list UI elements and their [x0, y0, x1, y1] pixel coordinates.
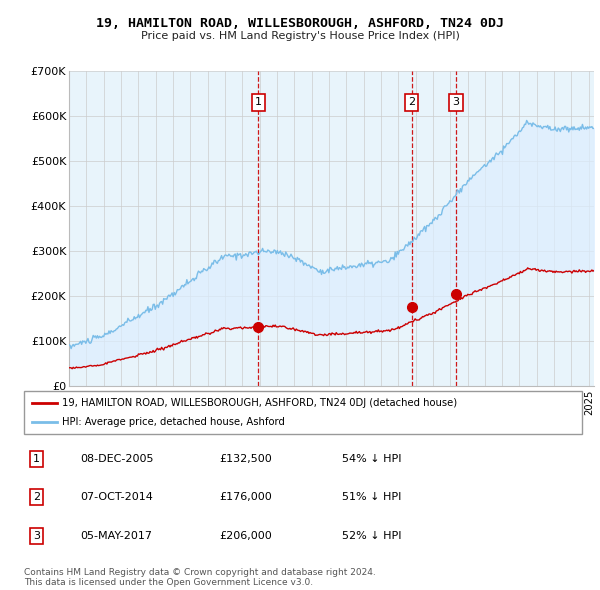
Text: 07-OCT-2014: 07-OCT-2014 — [80, 492, 152, 502]
Text: 1: 1 — [33, 454, 40, 464]
Text: 2: 2 — [33, 492, 40, 502]
Text: Price paid vs. HM Land Registry's House Price Index (HPI): Price paid vs. HM Land Registry's House … — [140, 31, 460, 41]
Text: 2: 2 — [408, 97, 415, 107]
Text: 19, HAMILTON ROAD, WILLESBOROUGH, ASHFORD, TN24 0DJ: 19, HAMILTON ROAD, WILLESBOROUGH, ASHFOR… — [96, 17, 504, 30]
Text: £206,000: £206,000 — [220, 531, 272, 541]
Text: £176,000: £176,000 — [220, 492, 272, 502]
Text: 3: 3 — [452, 97, 460, 107]
Text: 3: 3 — [33, 531, 40, 541]
Text: 52% ↓ HPI: 52% ↓ HPI — [342, 531, 401, 541]
Text: 54% ↓ HPI: 54% ↓ HPI — [342, 454, 401, 464]
Text: Contains HM Land Registry data © Crown copyright and database right 2024.
This d: Contains HM Land Registry data © Crown c… — [24, 568, 376, 587]
Text: 05-MAY-2017: 05-MAY-2017 — [80, 531, 152, 541]
Text: 51% ↓ HPI: 51% ↓ HPI — [342, 492, 401, 502]
FancyBboxPatch shape — [24, 391, 582, 434]
Text: £132,500: £132,500 — [220, 454, 272, 464]
Text: 1: 1 — [255, 97, 262, 107]
Text: 19, HAMILTON ROAD, WILLESBOROUGH, ASHFORD, TN24 0DJ (detached house): 19, HAMILTON ROAD, WILLESBOROUGH, ASHFOR… — [62, 398, 457, 408]
Text: 08-DEC-2005: 08-DEC-2005 — [80, 454, 154, 464]
Text: HPI: Average price, detached house, Ashford: HPI: Average price, detached house, Ashf… — [62, 417, 285, 427]
